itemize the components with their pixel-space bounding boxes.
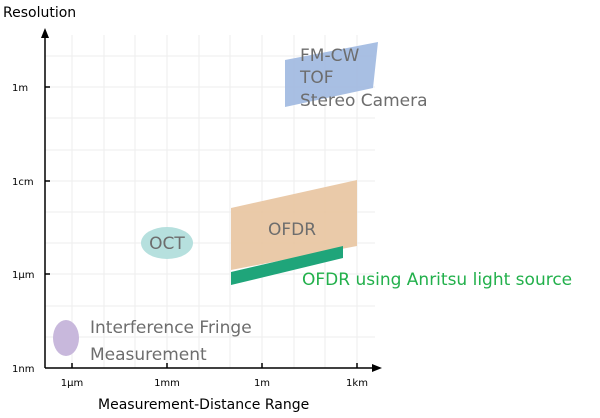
- region-label: TOF: [299, 68, 334, 88]
- region-label: FM-CW: [300, 46, 359, 66]
- y-tick-label: 1m: [12, 83, 28, 94]
- region-label: Interference Fringe: [90, 318, 252, 338]
- interference-region: [53, 320, 79, 356]
- fmcw-region: [285, 42, 378, 107]
- x-tick-label: 1μm: [61, 378, 83, 389]
- x-arrow: [372, 364, 382, 372]
- y-tick-label: 1nm: [12, 364, 34, 375]
- ofdr-region: [231, 180, 357, 270]
- axes: [44, 36, 374, 369]
- anritsu-region: [231, 246, 343, 285]
- region-label: OFDR: [268, 220, 316, 240]
- x-axis-title: Measurement-Distance Range: [98, 397, 309, 413]
- y-tick-label: 1cm: [12, 177, 34, 188]
- region-label: OCT: [149, 234, 185, 254]
- x-tick-label: 1mm: [154, 378, 180, 389]
- y-tick-label: 1μm: [12, 270, 34, 281]
- region-label: Measurement: [90, 345, 207, 365]
- y-axis-title: Resolution: [3, 5, 76, 21]
- y-arrow: [41, 28, 49, 38]
- region-label: Stereo Camera: [300, 91, 428, 111]
- x-tick-label: 1km: [346, 378, 368, 389]
- oct-region: [141, 227, 193, 259]
- x-tick-label: 1m: [254, 378, 270, 389]
- region-label: OFDR using Anritsu light source: [302, 270, 572, 290]
